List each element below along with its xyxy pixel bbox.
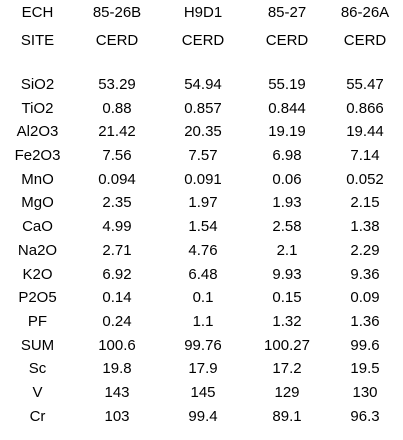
table-cell: 1.36 <box>350 312 380 330</box>
row-label: K2O <box>22 265 53 283</box>
table-body: SiO2 53.29 54.94 55.19 55.47 TiO2 0.88 0.857 0.8… <box>0 73 403 428</box>
header-cell: 86-26A <box>340 4 390 21</box>
table-cell: 7.14 <box>350 147 380 165</box>
table-cell: 0.15 <box>272 289 302 307</box>
header-cell: 85-27 <box>267 4 307 21</box>
table-cell: 19.5 <box>350 360 380 378</box>
table-cell: 143 <box>104 383 130 401</box>
table-cell: 7.57 <box>188 147 218 165</box>
table-cell: 99.4 <box>188 407 218 425</box>
header-row-label: ECH <box>21 4 54 21</box>
table-cell: 96.3 <box>350 407 380 425</box>
table-cell: 0.857 <box>184 99 222 117</box>
row-label: V <box>32 383 43 401</box>
table-header: ECH 85-26B H9D1 85-27 86-26A SITE CERD CERD CERD… <box>0 4 403 60</box>
table-cell: 130 <box>352 383 378 401</box>
table-cell: 53.29 <box>98 76 136 93</box>
table-cell: 6.48 <box>188 265 218 283</box>
table-cell: 0.14 <box>102 289 132 307</box>
table-cell: 0.091 <box>184 170 222 188</box>
header-row-label: SITE <box>20 32 55 49</box>
table-cell: 145 <box>190 383 216 401</box>
table-cell: 100.6 <box>98 336 136 354</box>
table-cell: 54.94 <box>184 76 222 93</box>
table-cell: 55.47 <box>346 76 384 93</box>
row-label: MgO <box>21 194 54 212</box>
row-label: Fe2O3 <box>14 147 61 165</box>
table-cell: 19.19 <box>268 123 306 141</box>
row-label: PF <box>27 312 48 330</box>
table-cell: 17.2 <box>272 360 302 378</box>
table-cell: 6.92 <box>102 265 132 283</box>
table-cell: 20.35 <box>184 123 222 141</box>
table-cell: 0.094 <box>98 170 136 188</box>
table-cell: 1.54 <box>188 218 218 236</box>
header-cell: CERD <box>343 32 387 49</box>
table-cell: 0.866 <box>346 99 384 117</box>
table-cell: 0.052 <box>346 170 384 188</box>
table-cell: 0.1 <box>192 289 214 307</box>
table-cell: 4.99 <box>102 218 132 236</box>
row-label: Al2O3 <box>16 123 59 141</box>
table-cell: 89.1 <box>272 407 302 425</box>
row-label: TiO2 <box>21 99 54 117</box>
header-cell: CERD <box>181 32 225 49</box>
row-label: Cr <box>29 407 46 425</box>
row-label: CaO <box>22 218 53 236</box>
table-cell: 19.8 <box>102 360 132 378</box>
table-cell: 6.98 <box>272 147 302 165</box>
table-cell: 0.24 <box>102 312 132 330</box>
row-label: SUM <box>20 336 55 354</box>
table-cell: 1.38 <box>350 218 380 236</box>
table-cell: 2.1 <box>276 241 298 259</box>
table-cell: 7.56 <box>102 147 132 165</box>
table-cell: 99.76 <box>184 336 222 354</box>
row-label: SiO2 <box>20 76 55 93</box>
table-cell: 0.88 <box>102 99 132 117</box>
table-cell: 2.71 <box>102 241 132 259</box>
row-label: MnO <box>21 170 54 188</box>
table-cell: 2.35 <box>102 194 132 212</box>
row-label: P2O5 <box>18 289 57 307</box>
table-cell: 0.06 <box>272 170 302 188</box>
table-cell: 21.42 <box>98 123 136 141</box>
row-label: Sc <box>28 360 47 378</box>
table-cell: 55.19 <box>268 76 306 93</box>
table-cell: 1.93 <box>272 194 302 212</box>
table-cell: 1.97 <box>188 194 218 212</box>
row-label: Na2O <box>17 241 58 259</box>
table-cell: 4.76 <box>188 241 218 259</box>
table-cell: 1.32 <box>272 312 302 330</box>
table-cell: 2.29 <box>350 241 380 259</box>
table-cell: 99.6 <box>350 336 380 354</box>
table-cell: 2.15 <box>350 194 380 212</box>
table-cell: 1.1 <box>192 312 214 330</box>
table-cell: 2.58 <box>272 218 302 236</box>
table-cell: 103 <box>104 407 130 425</box>
header-cell: H9D1 <box>183 4 223 21</box>
header-cell: CERD <box>95 32 139 49</box>
table-cell: 17.9 <box>188 360 218 378</box>
header-cell: 85-26B <box>92 4 142 21</box>
table-cell: 0.09 <box>350 289 380 307</box>
table-cell: 100.27 <box>264 336 310 354</box>
header-cell: CERD <box>265 32 309 49</box>
table-cell: 9.93 <box>272 265 302 283</box>
table-cell: 9.36 <box>350 265 380 283</box>
table-cell: 129 <box>274 383 300 401</box>
table-cell: 0.844 <box>268 99 306 117</box>
table-cell: 19.44 <box>346 123 384 141</box>
